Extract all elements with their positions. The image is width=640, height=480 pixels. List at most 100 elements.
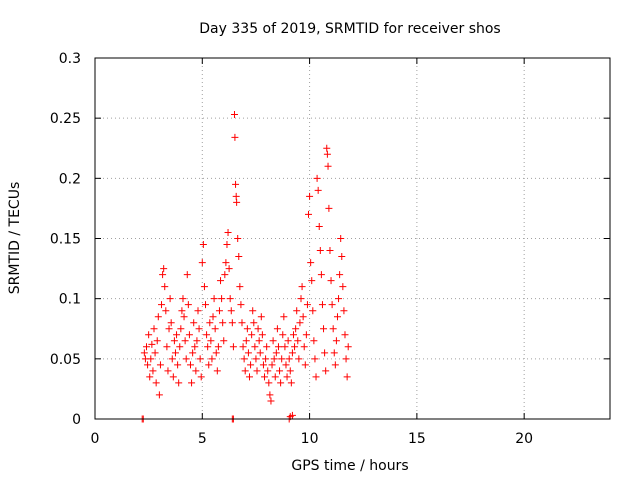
data-point: [183, 271, 191, 279]
data-point: [238, 319, 246, 327]
data-point: [292, 325, 300, 333]
data-point: [312, 373, 320, 381]
plot-frame: [94, 57, 611, 420]
data-point: [247, 361, 255, 369]
data-point: [296, 319, 304, 327]
data-point: [180, 313, 188, 321]
data-point: [165, 325, 173, 333]
data-point: [208, 355, 216, 363]
data-point: [280, 313, 288, 321]
data-point: [253, 367, 261, 375]
data-point: [309, 307, 317, 315]
data-point: [140, 349, 148, 357]
data-point: [224, 228, 232, 236]
data-point: [230, 111, 238, 119]
data-point: [148, 340, 156, 348]
data-point: [250, 319, 258, 327]
x-tick-label: 15: [408, 431, 426, 447]
data-point: [242, 337, 250, 345]
data-point: [194, 307, 202, 315]
data-point: [170, 337, 178, 345]
data-point: [297, 295, 305, 303]
data-point: [277, 379, 285, 387]
data-point: [146, 373, 154, 381]
data-point: [158, 301, 166, 309]
data-point: [184, 301, 192, 309]
data-point: [177, 325, 185, 333]
data-point: [291, 343, 299, 351]
data-point: [186, 361, 194, 369]
data-point: [278, 355, 286, 363]
y-tick-label: 0: [72, 412, 81, 428]
data-point: [143, 343, 150, 351]
data-point: [241, 367, 249, 375]
data-point: [210, 295, 218, 303]
data-point: [323, 150, 331, 158]
data-point: [323, 144, 331, 152]
data-point: [327, 277, 335, 285]
data-point: [311, 355, 319, 363]
data-point: [254, 325, 262, 333]
data-point: [190, 319, 198, 327]
data-point: [176, 343, 184, 351]
y-tick-label: 0.1: [59, 292, 81, 308]
data-point: [144, 361, 152, 369]
data-point: [289, 331, 297, 339]
data-point: [198, 259, 206, 267]
data-point: [215, 307, 223, 315]
data-point: [293, 307, 301, 315]
data-point: [320, 325, 328, 333]
data-point: [335, 295, 343, 303]
x-tick-label: 20: [515, 431, 533, 447]
data-point: [221, 271, 229, 279]
x-tick-label: 0: [91, 431, 100, 447]
y-tick-label: 0.3: [59, 51, 81, 67]
data-point: [282, 361, 290, 369]
data-point: [204, 343, 212, 351]
data-point: [173, 331, 181, 339]
data-point: [255, 337, 263, 345]
data-point: [259, 361, 267, 369]
data-point: [258, 331, 266, 339]
data-point: [218, 295, 226, 303]
data-point: [181, 337, 189, 345]
data-point: [154, 313, 162, 321]
data-point: [155, 391, 163, 399]
data-point: [229, 343, 237, 351]
data-point: [162, 307, 170, 315]
data-points: [138, 111, 352, 423]
data-point: [153, 337, 161, 345]
data-point: [249, 307, 257, 315]
data-point: [303, 301, 311, 309]
data-point: [166, 295, 174, 303]
data-point: [325, 204, 333, 212]
data-point: [344, 343, 352, 351]
data-point: [257, 313, 265, 321]
data-point: [313, 174, 321, 182]
data-point: [207, 337, 215, 345]
data-point: [252, 355, 260, 363]
y-tick-label: 0.05: [50, 352, 81, 368]
data-point: [174, 361, 182, 369]
chart-title: Day 335 of 2019, SRMTID for receiver sho…: [199, 21, 500, 37]
data-point: [283, 373, 291, 381]
data-point: [178, 307, 186, 315]
data-point: [161, 283, 169, 291]
data-point: [149, 367, 157, 375]
data-point: [270, 355, 278, 363]
data-point: [268, 361, 276, 369]
data-point: [248, 331, 256, 339]
data-point: [269, 337, 277, 345]
data-point: [168, 355, 176, 363]
y-axis-label: SRMTID / TECUs: [7, 182, 23, 295]
y-tick-label: 0.15: [50, 232, 81, 248]
data-point: [330, 349, 338, 357]
data-point: [295, 355, 303, 363]
data-point: [329, 325, 337, 333]
data-point: [214, 343, 222, 351]
data-point: [205, 361, 213, 369]
data-point: [262, 355, 270, 363]
data-point: [343, 373, 351, 381]
data-point: [195, 325, 203, 333]
data-point: [272, 349, 280, 357]
